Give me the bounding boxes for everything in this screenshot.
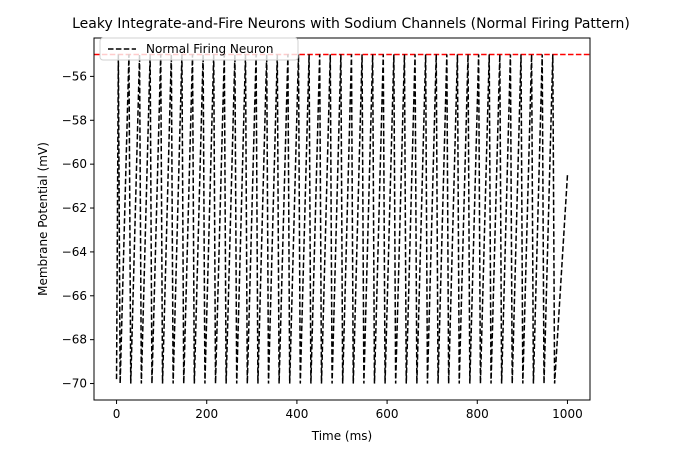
y-tick-label: −66 [62, 289, 87, 303]
x-axis: 0 200 400 600 800 1000 [113, 400, 583, 421]
y-axis: −70 −68 −66 −64 −62 −60 −58 −56 [62, 69, 94, 391]
legend-box [99, 37, 299, 61]
y-tick-label: −62 [62, 201, 87, 215]
y-tick-label: −70 [62, 377, 87, 391]
y-tick-label: −60 [62, 157, 87, 171]
y-tick-label: −58 [62, 113, 87, 127]
plot-frame [93, 37, 591, 401]
chart-title: Leaky Integrate-and-Fire Neurons with So… [72, 16, 630, 32]
x-tick-label: 1000 [552, 407, 583, 421]
plot-area [94, 53, 590, 384]
series-line-normal-firing-neuron [115, 54, 569, 384]
x-tick-label: 0 [113, 407, 121, 421]
x-tick-label: 800 [466, 407, 489, 421]
series-layer [94, 53, 590, 384]
x-tick-label: 600 [376, 407, 399, 421]
x-tick-label: 400 [285, 407, 308, 421]
x-tick-label: 200 [195, 407, 218, 421]
y-axis-label: Membrane Potential (mV) [36, 142, 50, 296]
y-tick-label: −68 [62, 333, 87, 347]
legend: Normal Firing Neuron [99, 37, 299, 61]
y-tick-label: −56 [62, 69, 87, 83]
x-axis-label: Time (ms) [311, 429, 373, 443]
legend-entry-normal-firing-neuron: Normal Firing Neuron [146, 42, 273, 56]
y-tick-label: −64 [62, 245, 87, 259]
